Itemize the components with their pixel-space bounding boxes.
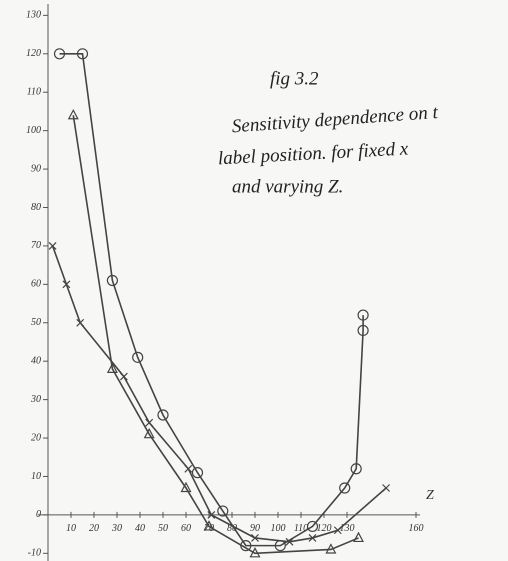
y-tick-label: 70 — [31, 240, 41, 251]
x-tick-label: 60 — [181, 523, 191, 534]
y-tick-label: 50 — [31, 317, 41, 328]
circle-marker — [217, 505, 229, 517]
x-tick-label: 120 — [317, 523, 332, 534]
x-tick-label: 110 — [294, 523, 308, 534]
curve — [51, 245, 387, 543]
cross-marker — [207, 510, 216, 519]
x-tick-label: 30 — [111, 523, 122, 534]
cross-marker — [308, 534, 317, 542]
circle-marker — [357, 324, 369, 337]
y-tick-label: 20 — [31, 432, 41, 443]
cross-marker — [285, 537, 294, 546]
x-tick-label: 160 — [409, 523, 424, 534]
x-tick-label: 90 — [250, 523, 260, 534]
cross-marker — [62, 280, 71, 289]
triangle-marker — [143, 427, 155, 439]
curve — [72, 115, 359, 555]
y-tick-label: 0 — [36, 509, 41, 520]
cross-marker — [251, 534, 259, 542]
circle-marker — [132, 351, 144, 363]
y-tick-label: 90 — [31, 163, 41, 174]
x-tick-label: 80 — [227, 523, 237, 534]
x-tick-label: 10 — [66, 523, 76, 534]
y-tick-label: 120 — [26, 48, 41, 59]
circle-marker — [157, 409, 169, 421]
circle-marker — [357, 309, 369, 321]
triangle-marker — [353, 531, 364, 543]
cross-marker — [76, 318, 85, 327]
y-tick-label: 30 — [30, 394, 41, 405]
y-tick-label: 110 — [27, 87, 41, 98]
y-tick-label: 100 — [26, 125, 41, 136]
cross-marker — [333, 526, 342, 535]
triangle-marker — [106, 362, 118, 373]
circle-marker — [53, 48, 66, 60]
cross-marker — [48, 241, 57, 250]
triangle-marker — [249, 547, 261, 558]
annotation: label position. for fixed x — [217, 138, 409, 169]
y-tick-label: 130 — [26, 10, 41, 21]
cross-marker — [184, 464, 193, 473]
x-tick-label: 70 — [204, 523, 214, 534]
circle-marker — [191, 467, 204, 479]
triangle-marker — [180, 481, 192, 493]
x-tick-label: 130 — [340, 523, 355, 534]
figure-label: fig 3.2 — [270, 68, 319, 89]
triangle-marker — [67, 108, 79, 120]
circle-marker — [106, 274, 119, 287]
x-axis-label: Z — [426, 488, 434, 503]
annotation: Sensitivity dependence on t — [231, 102, 439, 137]
y-tick-label: 40 — [31, 355, 41, 366]
circle-marker — [76, 48, 89, 60]
cross-marker — [382, 484, 391, 492]
y-tick-label: 60 — [31, 279, 41, 290]
circle-marker — [306, 520, 319, 533]
cross-marker — [145, 418, 154, 427]
triangle-marker — [203, 520, 215, 531]
y-tick-label: 10 — [31, 471, 41, 482]
triangle-marker — [325, 543, 337, 554]
y-tick-label: -10 — [28, 548, 41, 559]
cross-marker — [119, 372, 128, 381]
x-tick-label: 40 — [135, 523, 145, 534]
x-tick-label: 20 — [89, 523, 99, 534]
circle-marker — [339, 482, 351, 494]
y-tick-label: 80 — [31, 202, 41, 213]
x-tick-label: 50 — [158, 523, 168, 534]
circle-marker — [350, 463, 362, 475]
annotation: and varying Z. — [232, 176, 343, 197]
curve — [59, 52, 364, 547]
x-tick-label: 100 — [271, 523, 286, 534]
